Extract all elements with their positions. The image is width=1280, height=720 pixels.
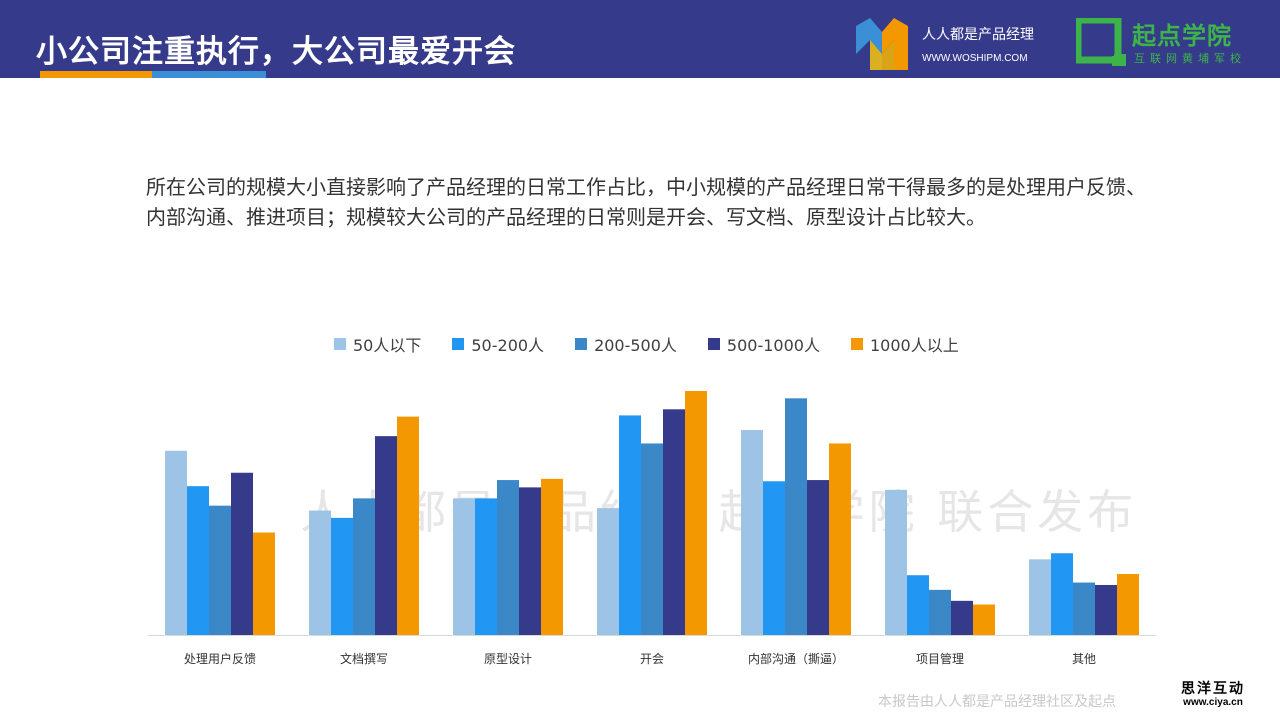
bar <box>1095 584 1117 635</box>
legend-item: 200-500人 <box>575 332 677 356</box>
bar <box>641 443 663 635</box>
legend-label: 50-200人 <box>471 336 545 355</box>
bar <box>951 600 973 635</box>
bar <box>353 498 375 635</box>
bar <box>475 498 497 635</box>
bar <box>907 575 929 635</box>
title-underline-orange <box>40 71 152 78</box>
legend-item: 50-200人 <box>452 332 544 356</box>
x-tick-label: 其他 <box>1072 652 1096 666</box>
page-title: 小公司注重执行，大公司最爱开会 <box>36 34 516 70</box>
bar <box>885 489 907 635</box>
bar <box>253 532 275 635</box>
legend-swatch <box>452 338 465 350</box>
bar <box>375 436 397 635</box>
ciya-stamp: 思洋互动 www.ciya.cn <box>1170 682 1256 710</box>
bar <box>231 472 253 635</box>
school-name: 起点学院 <box>1132 22 1232 50</box>
footer-note: 本报告由人人都是产品经理社区及起点 <box>878 694 1116 710</box>
legend-item: 500-1000人 <box>707 332 820 356</box>
bar <box>619 415 641 635</box>
x-tick-label: 文档撰写 <box>340 651 388 666</box>
x-tick-label: 内部沟通（撕逼） <box>748 651 844 666</box>
bar <box>453 498 475 635</box>
bar <box>973 604 995 635</box>
x-tick-label: 项目管理 <box>916 651 964 666</box>
bar <box>397 416 419 635</box>
brand-name: 人人都是产品经理 <box>922 27 1034 43</box>
bar <box>519 487 541 635</box>
legend-item: 50人以下 <box>334 332 421 356</box>
bar <box>331 517 353 635</box>
x-tick-label: 处理用户反馈 <box>184 651 256 666</box>
school-subtitle: 互联网黄埔军校 <box>1134 52 1246 65</box>
title-underline-blue <box>152 71 266 78</box>
bar <box>187 486 209 635</box>
header-bar <box>0 0 1280 78</box>
legend-label: 200-500人 <box>594 336 677 355</box>
x-tick-label: 开会 <box>640 652 664 666</box>
legend-label: 500-1000人 <box>726 336 820 355</box>
bar <box>1029 559 1051 635</box>
bar <box>763 481 785 635</box>
stamp-name: 思洋互动 <box>1181 681 1245 697</box>
bar <box>929 589 951 635</box>
bar <box>807 480 829 635</box>
legend-label: 50人以下 <box>353 336 422 355</box>
brand-url: WWW.WOSHIPM.COM <box>922 53 1028 64</box>
bar <box>1117 574 1139 635</box>
woshipm-logo-icon <box>856 18 908 70</box>
bar <box>785 398 807 635</box>
legend-swatch <box>334 338 346 350</box>
bar <box>497 480 519 635</box>
bar <box>541 478 563 635</box>
bar <box>597 508 619 635</box>
x-tick-label: 原型设计 <box>484 652 532 666</box>
watermark: 人人都是产品经理 起点学院 联合发布 <box>300 485 1138 539</box>
bar <box>309 510 331 635</box>
legend-label: 1000人以上 <box>869 336 959 355</box>
legend-swatch <box>850 338 863 350</box>
chart-legend: 50人以下 50-200人 200-500人 500-1000人 1000人以上 <box>334 332 990 356</box>
summary-paragraph: 所在公司的规模大小直接影响了产品经理的日常工作占比，中小规模的产品经理日常干得最… <box>146 175 1146 229</box>
bar <box>741 430 763 635</box>
bar <box>685 391 707 635</box>
bar <box>209 505 231 635</box>
bar <box>165 450 187 635</box>
qidian-logo-icon <box>1076 18 1126 66</box>
bar <box>1051 553 1073 635</box>
bar <box>1073 582 1095 635</box>
legend-item: 1000人以上 <box>850 332 959 356</box>
bar <box>663 409 685 635</box>
stamp-url: www.ciya.cn <box>1183 697 1243 708</box>
legend-swatch <box>575 338 588 350</box>
bar <box>829 443 851 635</box>
legend-swatch <box>707 338 720 350</box>
